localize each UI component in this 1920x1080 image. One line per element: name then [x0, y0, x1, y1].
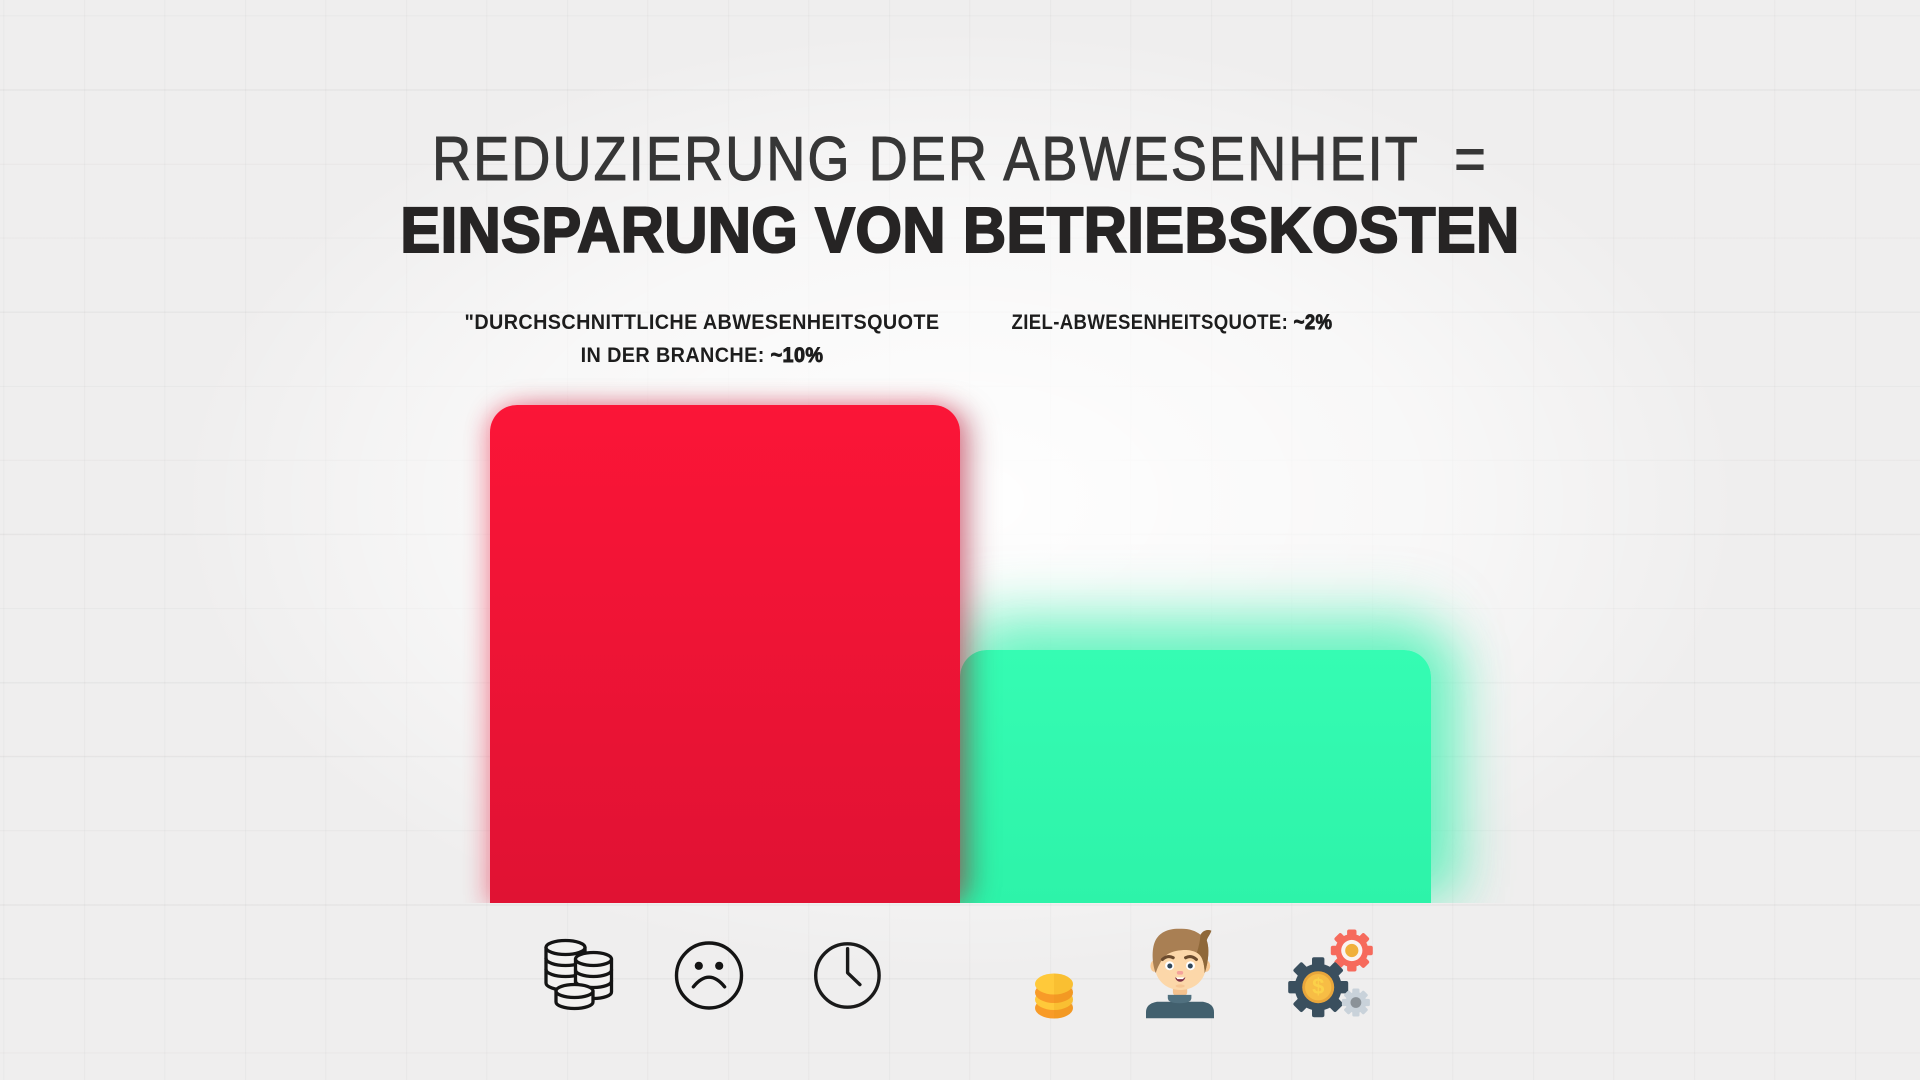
svg-text:$: $: [1312, 974, 1324, 999]
